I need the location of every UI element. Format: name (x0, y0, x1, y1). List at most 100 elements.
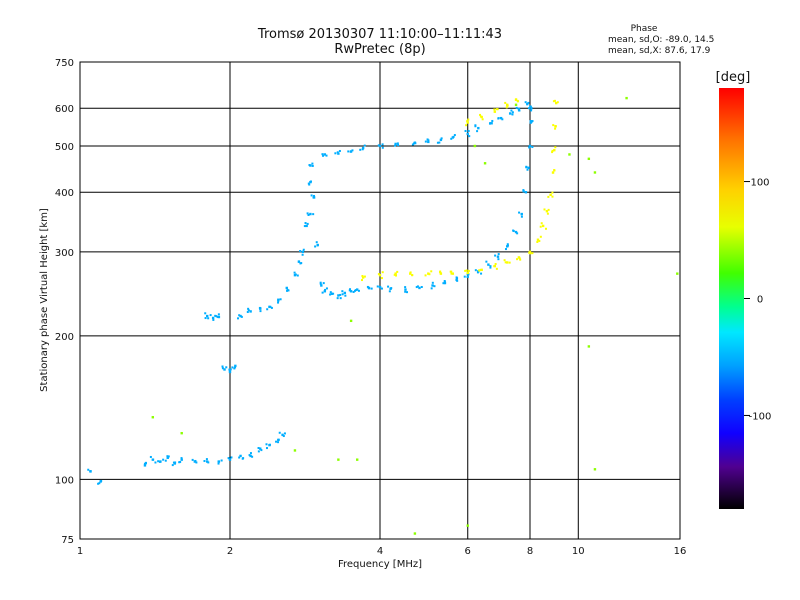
data-point (544, 227, 547, 230)
data-point (474, 124, 477, 127)
x-tick-label: 1 (77, 546, 83, 557)
data-point (503, 259, 506, 262)
data-point (477, 126, 480, 130)
data-point (520, 213, 523, 216)
data-point (430, 270, 433, 273)
y-tick-label: 750 (55, 58, 74, 69)
y-tick-label: 100 (55, 475, 74, 486)
data-point (306, 222, 309, 225)
data-point (593, 468, 597, 471)
data-point (320, 284, 323, 287)
data-point (520, 215, 523, 218)
data-point (380, 277, 383, 280)
phase-info-x: mean, sd,X: 87.6, 17.9 (608, 46, 711, 56)
data-point (525, 166, 528, 169)
x-axis-label: Frequency [MHz] (338, 559, 422, 570)
data-point (518, 109, 521, 112)
data-point (466, 524, 469, 527)
data-point (270, 306, 273, 309)
data-point (526, 168, 529, 171)
data-point (321, 153, 324, 156)
data-point (497, 117, 500, 120)
data-point (504, 261, 507, 264)
data-point (353, 289, 356, 292)
data-point (322, 282, 325, 285)
y-tick-label: 75 (61, 535, 74, 546)
data-point (238, 314, 241, 317)
data-point (247, 307, 250, 310)
data-point (277, 299, 280, 302)
data-point (347, 150, 350, 153)
data-point (361, 276, 365, 279)
data-point (307, 213, 310, 216)
data-point (221, 367, 224, 370)
data-point (531, 252, 534, 255)
data-point (247, 309, 250, 312)
data-point (495, 267, 498, 270)
data-point (480, 268, 483, 272)
data-point (483, 162, 487, 165)
data-point (329, 291, 332, 294)
data-point (394, 142, 397, 146)
data-point (319, 281, 322, 284)
data-point (430, 287, 433, 290)
data-point (476, 130, 479, 133)
data-point (404, 288, 407, 291)
data-point (242, 457, 245, 460)
data-point (493, 265, 496, 268)
data-point (229, 368, 232, 371)
data-point (311, 164, 314, 167)
data-point (551, 195, 554, 198)
data-point (522, 189, 525, 192)
data-point (554, 125, 557, 128)
data-point (409, 271, 412, 274)
colorbar-label: [deg] (716, 70, 751, 85)
data-point (545, 209, 549, 213)
data-point (228, 370, 231, 373)
data-point (228, 458, 231, 461)
data-point (439, 138, 443, 142)
data-point (467, 273, 470, 276)
data-point (526, 102, 529, 106)
data-point (233, 367, 236, 370)
y-tick-label: 500 (55, 142, 74, 153)
data-point (157, 460, 160, 463)
data-point (299, 250, 302, 253)
data-point (506, 243, 509, 246)
data-point (453, 134, 456, 137)
data-point (205, 458, 208, 461)
data-point (344, 294, 347, 297)
data-point (380, 287, 383, 290)
data-point (341, 290, 344, 293)
data-point (323, 153, 327, 156)
data-point (277, 298, 280, 301)
data-point (489, 266, 492, 269)
data-point (489, 122, 492, 125)
data-point (259, 310, 262, 313)
data-point (97, 482, 100, 485)
data-point (479, 113, 482, 116)
data-point (293, 449, 297, 452)
data-point (285, 286, 288, 290)
data-point (506, 244, 509, 247)
data-point (552, 124, 555, 127)
data-point (87, 468, 90, 471)
data-point (343, 291, 347, 295)
data-point (541, 224, 545, 228)
y-axis-ticks: 75 100 200 300 400 500 600 750 (55, 58, 74, 546)
data-point (396, 142, 399, 145)
data-point (249, 454, 252, 458)
data-point (166, 456, 169, 459)
data-point (355, 288, 359, 291)
data-point (260, 449, 263, 452)
data-point (449, 270, 452, 273)
data-point (524, 191, 528, 194)
data-point (278, 431, 281, 434)
data-point (530, 121, 533, 124)
data-point (204, 317, 207, 320)
data-point (428, 273, 431, 276)
data-point (524, 101, 527, 104)
data-point (172, 461, 175, 464)
data-point (304, 222, 307, 225)
data-point (467, 129, 470, 132)
